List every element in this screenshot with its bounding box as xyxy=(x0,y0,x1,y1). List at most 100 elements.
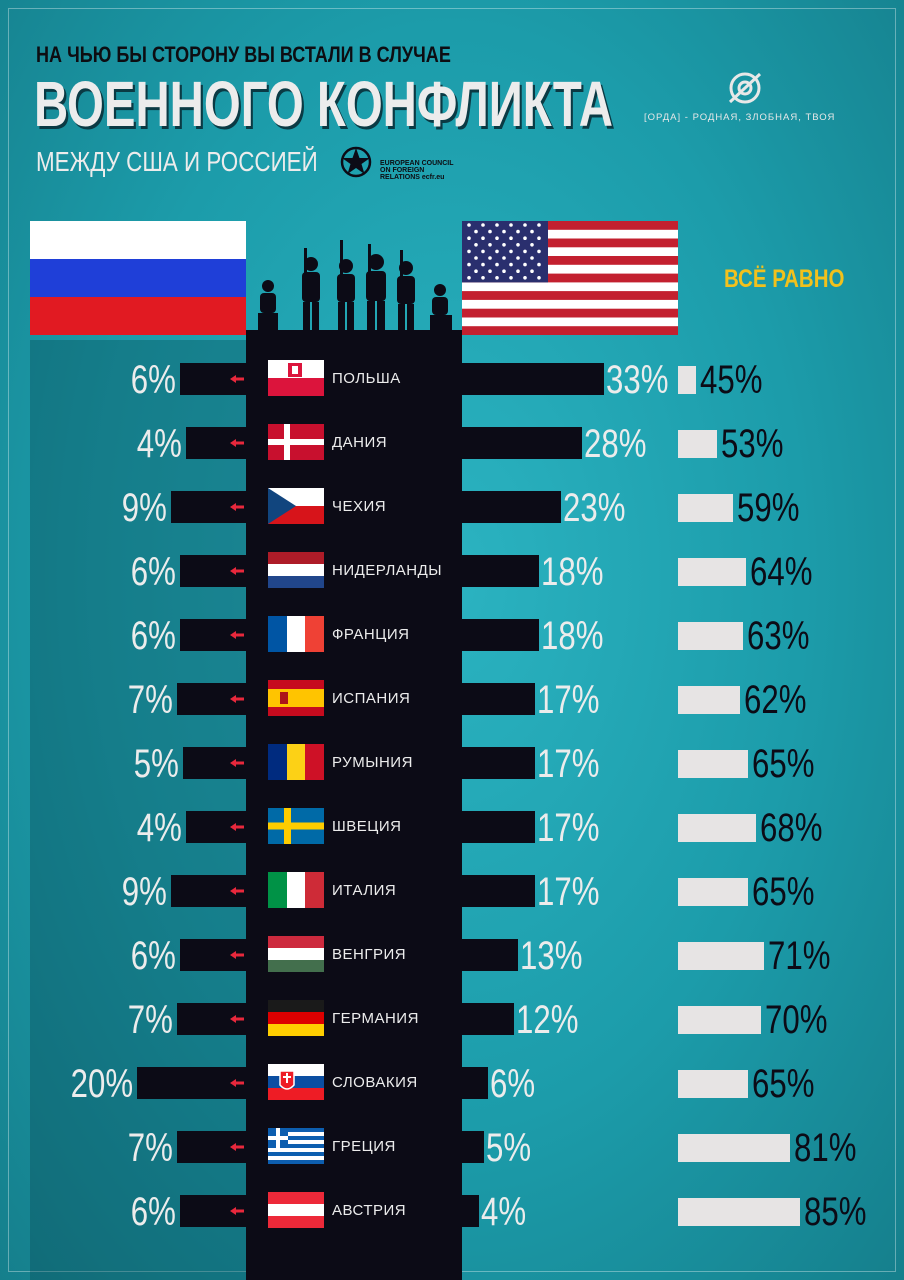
denmark-flag-icon xyxy=(268,424,324,460)
usa-value: 6% xyxy=(489,1062,535,1106)
neither-bar xyxy=(678,750,749,778)
usa-value: 4% xyxy=(481,1190,527,1234)
russia-value: 7% xyxy=(127,1126,173,1170)
usa-flag-icon xyxy=(462,221,678,335)
arrow-left-icon xyxy=(230,1015,244,1023)
neither-value: 64% xyxy=(749,550,813,594)
country-name: ШВЕЦИЯ xyxy=(332,818,402,835)
neither-bar xyxy=(678,878,749,906)
table-row: 6% НИДЕРЛАНДЫ 18% 64% xyxy=(0,550,904,600)
country-name: ДАНИЯ xyxy=(332,434,388,451)
neither-bar xyxy=(678,814,756,842)
table-row: 9% ЧЕХИЯ 23% 59% xyxy=(0,486,904,536)
russia-value: 7% xyxy=(127,678,173,722)
usa-bar xyxy=(462,747,536,779)
neither-value: 81% xyxy=(793,1126,857,1170)
arrow-left-icon xyxy=(230,951,244,959)
table-row: 9% ИТАЛИЯ 17% 65% xyxy=(0,870,904,920)
usa-value: 17% xyxy=(537,742,600,786)
austria-flag-icon xyxy=(268,1192,324,1228)
italy-flag-icon xyxy=(268,872,324,908)
usa-value: 5% xyxy=(485,1126,531,1170)
table-row: 5% РУМЫНИЯ 17% 65% xyxy=(0,742,904,792)
spain-flag-icon xyxy=(268,680,324,716)
ecfr-logo-icon xyxy=(340,146,372,178)
russia-value: 4% xyxy=(136,422,182,466)
russia-value: 6% xyxy=(130,614,176,658)
czechia-flag-icon xyxy=(268,488,324,524)
title-line-2: ВОЕННОГО КОНФЛИКТА xyxy=(34,68,613,140)
usa-value: 13% xyxy=(519,934,583,978)
usa-bar xyxy=(462,363,604,395)
usa-value: 18% xyxy=(541,550,604,594)
russia-flag-icon xyxy=(30,221,246,335)
arrow-left-icon xyxy=(230,695,244,703)
russia-value: 6% xyxy=(130,358,176,402)
russia-value: 6% xyxy=(130,1190,176,1234)
russia-value: 9% xyxy=(121,870,167,914)
usa-value: 12% xyxy=(515,998,579,1042)
usa-bar xyxy=(462,1131,484,1163)
usa-value: 17% xyxy=(537,678,600,722)
arrow-left-icon xyxy=(230,823,244,831)
country-name: ЧЕХИЯ xyxy=(332,498,387,515)
neither-bar xyxy=(678,1070,749,1098)
poland-flag-icon xyxy=(268,360,324,396)
sweden-flag-icon xyxy=(268,808,324,844)
neither-bar xyxy=(678,942,764,970)
usa-bar xyxy=(462,875,536,907)
table-row: 4% ДАНИЯ 28% 53% xyxy=(0,422,904,472)
usa-value: 33% xyxy=(605,358,669,402)
greece-flag-icon xyxy=(268,1128,324,1164)
arrow-left-icon xyxy=(230,503,244,511)
table-row: 6% ФРАНЦИЯ 18% 63% xyxy=(0,614,904,664)
country-name: СЛОВАКИЯ xyxy=(332,1074,418,1091)
country-name: ВЕНГРИЯ xyxy=(332,946,407,963)
table-row: 7% ГРЕЦИЯ 5% 81% xyxy=(0,1126,904,1176)
usa-bar xyxy=(462,619,540,651)
russia-value: 5% xyxy=(133,742,179,786)
russia-value: 6% xyxy=(130,934,176,978)
arrow-left-icon xyxy=(230,567,244,575)
neither-bar xyxy=(678,366,697,394)
usa-bar xyxy=(462,939,518,971)
table-row: 20% СЛОВАКИЯ 6% 65% xyxy=(0,1062,904,1112)
country-name: ИСПАНИЯ xyxy=(332,690,411,707)
country-name: ГЕРМАНИЯ xyxy=(332,1010,419,1027)
neither-bar xyxy=(678,430,717,458)
neither-bar xyxy=(678,1134,790,1162)
russia-value: 4% xyxy=(136,806,182,850)
usa-value: 18% xyxy=(541,614,604,658)
table-row: 7% ГЕРМАНИЯ 12% 70% xyxy=(0,998,904,1048)
neither-value: 62% xyxy=(744,678,807,722)
russia-value: 9% xyxy=(121,486,167,530)
usa-bar xyxy=(462,683,536,715)
germany-flag-icon xyxy=(268,1000,324,1036)
country-name: ПОЛЬША xyxy=(332,370,401,387)
soldiers-silhouette-icon xyxy=(246,240,462,336)
country-name: НИДЕРЛАНДЫ xyxy=(332,562,443,579)
table-row: 6% ВЕНГРИЯ 13% 71% xyxy=(0,934,904,984)
neither-value: 65% xyxy=(752,1062,815,1106)
romania-flag-icon xyxy=(268,744,324,780)
neither-value: 45% xyxy=(700,358,763,402)
neither-value: 63% xyxy=(747,614,810,658)
country-name: ГРЕЦИЯ xyxy=(332,1138,396,1155)
source-label: EUROPEAN COUNCIL ON FOREIGN RELATIONS ec… xyxy=(380,160,454,181)
arrow-left-icon xyxy=(230,631,244,639)
table-row: 4% ШВЕЦИЯ 17% 68% xyxy=(0,806,904,856)
neither-value: 85% xyxy=(804,1190,867,1234)
russia-value: 6% xyxy=(130,550,176,594)
arrow-left-icon xyxy=(230,375,244,383)
neither-bar xyxy=(678,622,743,650)
arrow-left-icon xyxy=(230,1079,244,1087)
usa-value: 17% xyxy=(537,806,600,850)
country-name: АВСТРИЯ xyxy=(332,1202,407,1219)
table-row: 7% ИСПАНИЯ 17% 62% xyxy=(0,678,904,728)
neither-value: 68% xyxy=(760,806,823,850)
usa-bar xyxy=(462,1195,480,1227)
neither-value: 65% xyxy=(752,742,815,786)
neither-bar xyxy=(678,494,733,522)
usa-bar xyxy=(462,1003,514,1035)
